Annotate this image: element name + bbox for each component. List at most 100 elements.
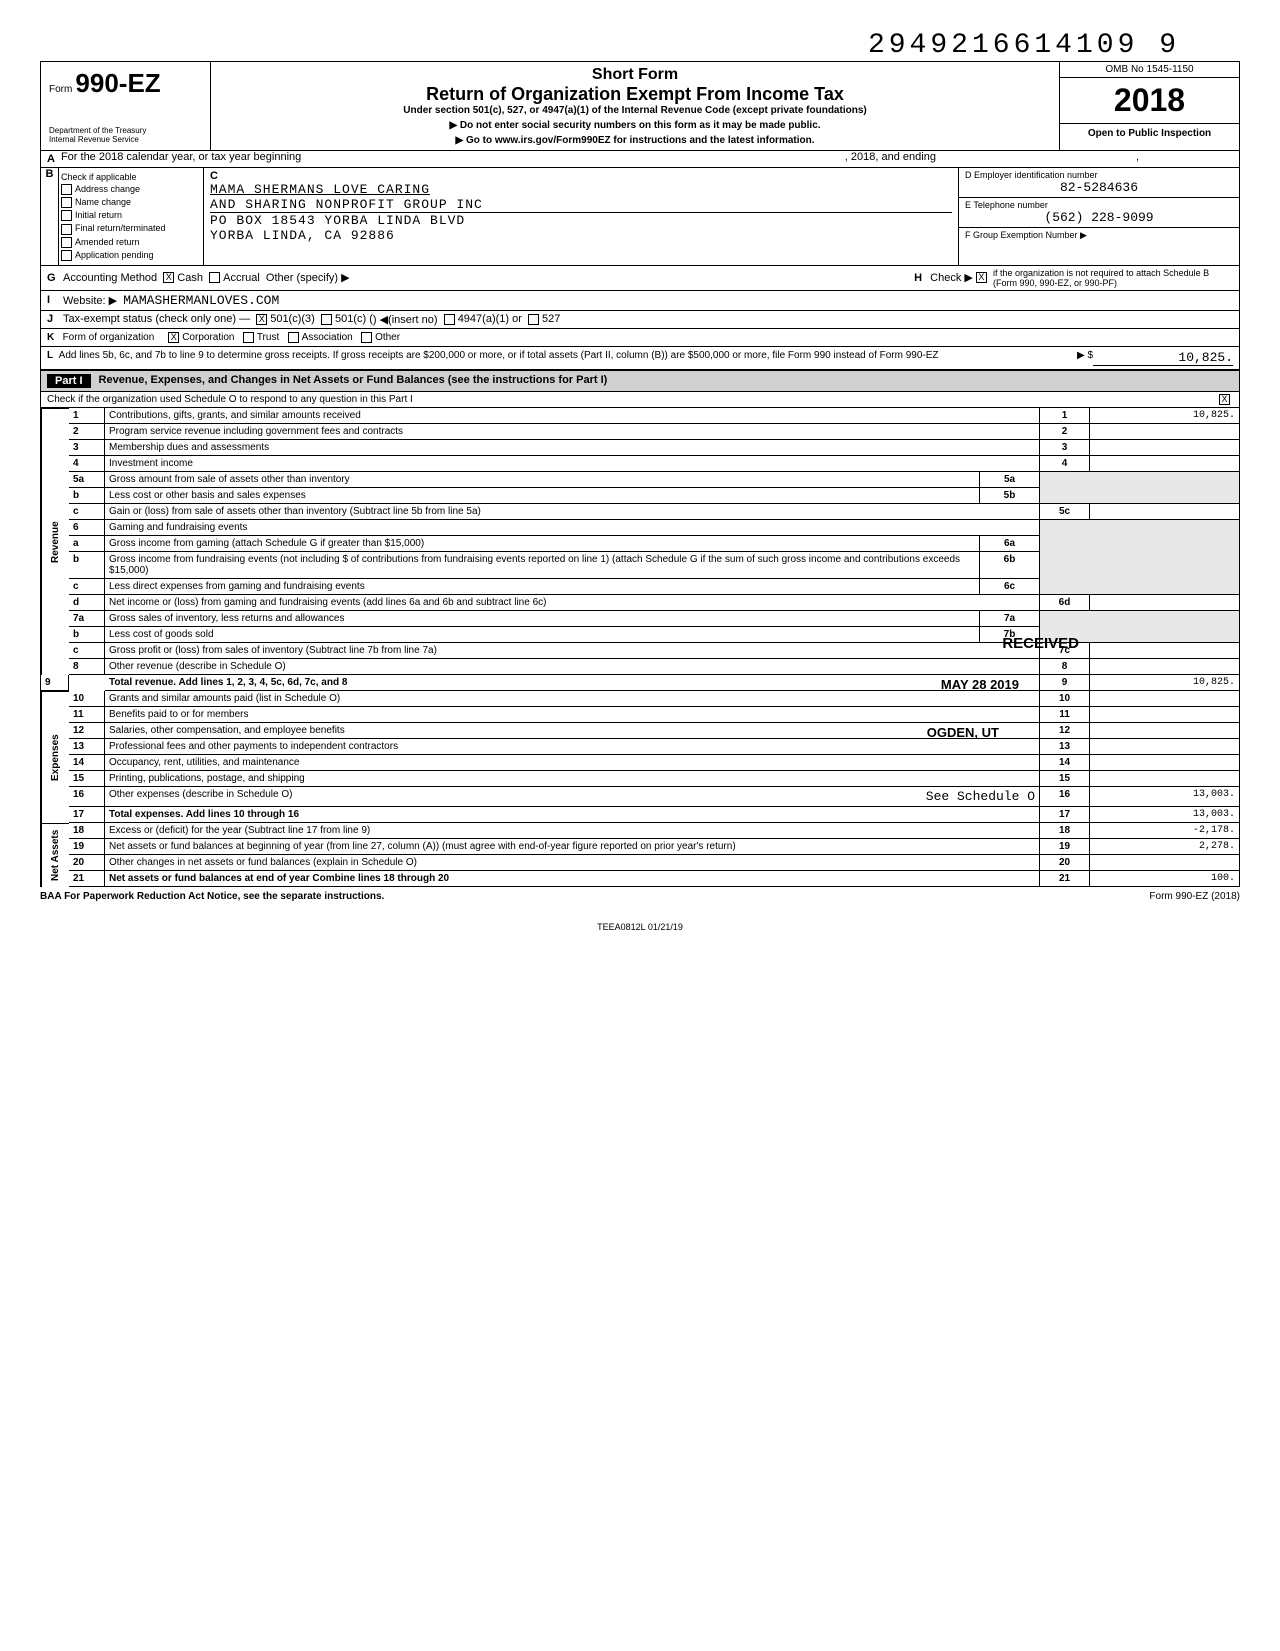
check-trust[interactable]: [243, 332, 254, 343]
row-a-text-pre: For the 2018 calendar year, or tax year …: [61, 151, 301, 167]
col-1: 1: [1039, 408, 1089, 424]
lbl-501c3: 501(c)(3): [270, 313, 315, 325]
check-name[interactable]: [61, 197, 72, 208]
col-3: 3: [1039, 440, 1089, 456]
dln-number: 2949216614109 9: [40, 30, 1240, 61]
website-label: Website: ▶: [63, 294, 117, 307]
desc-13: Professional fees and other payments to …: [105, 739, 1039, 755]
under-section: Under section 501(c), 527, or 4947(a)(1)…: [221, 105, 1049, 116]
check-501c3[interactable]: X: [256, 314, 267, 325]
accounting-method: Accounting Method: [63, 272, 157, 284]
ln-8: 8: [69, 659, 105, 675]
col-16: 16: [1039, 787, 1089, 807]
check-part1[interactable]: X: [1219, 394, 1230, 405]
check-corp[interactable]: X: [168, 332, 179, 343]
col-14: 14: [1039, 755, 1089, 771]
note-website: ▶ Go to www.irs.gov/Form990EZ for instru…: [221, 135, 1049, 146]
col-17: 17: [1039, 807, 1089, 823]
desc-8: Other revenue (describe in Schedule O): [105, 659, 1039, 675]
label-a: A: [41, 151, 61, 167]
amt-13: [1089, 739, 1239, 755]
lbl-trust: Trust: [257, 332, 279, 343]
ln-12: 12: [69, 723, 105, 739]
desc-6: Gaming and fundraising events: [105, 520, 1039, 536]
amt-18: -2,178.: [1089, 823, 1239, 839]
amt-8: [1089, 659, 1239, 675]
ln-4: 4: [69, 456, 105, 472]
ln-2: 2: [69, 424, 105, 440]
desc-2: Program service revenue including govern…: [105, 424, 1039, 440]
label-b: B: [41, 168, 59, 265]
part1-check-text: Check if the organization used Schedule …: [47, 394, 413, 405]
check-assoc[interactable]: [288, 332, 299, 343]
col-20: 20: [1039, 855, 1089, 871]
col-15: 15: [1039, 771, 1089, 787]
desc-12-text: Salaries, other compensation, and employ…: [109, 725, 345, 736]
addr-1: PO BOX 18543 YORBA LINDA BLVD: [210, 212, 952, 228]
col-6d: 6d: [1039, 595, 1089, 611]
part1-title: Revenue, Expenses, and Changes in Net As…: [99, 374, 608, 388]
ln-5a: 5a: [69, 472, 105, 488]
h-note: if the organization is not required to a…: [993, 268, 1233, 288]
ln-5c: c: [69, 504, 105, 520]
note-ssn: ▶ Do not enter social security numbers o…: [221, 120, 1049, 131]
desc-11: Benefits paid to or for members: [105, 707, 1039, 723]
row-a: A For the 2018 calendar year, or tax yea…: [40, 151, 1240, 168]
ln-13: 13: [69, 739, 105, 755]
desc-1: Contributions, gifts, grants, and simila…: [105, 408, 1039, 424]
lbl-501c: 501(c) (: [335, 313, 373, 325]
check-initial[interactable]: [61, 210, 72, 221]
box-6a: 6a: [979, 536, 1039, 552]
amt-4: [1089, 456, 1239, 472]
check-other-org[interactable]: [361, 332, 372, 343]
shade-6: [1039, 520, 1239, 595]
desc-6c: Less direct expenses from gaming and fun…: [105, 579, 979, 595]
check-accrual[interactable]: [209, 272, 220, 283]
tax-year: 2018: [1060, 78, 1239, 124]
check-amended[interactable]: [61, 237, 72, 248]
part1-box: Part I: [47, 374, 91, 388]
lbl-amended: Amended return: [75, 237, 140, 247]
check-final[interactable]: [61, 224, 72, 235]
lbl-4947: 4947(a)(1) or: [458, 313, 522, 325]
row-a-mid: , 2018, and ending: [845, 151, 936, 167]
lbl-527: 527: [542, 313, 560, 325]
received-city: OGDEN, UT: [927, 725, 999, 740]
check-address[interactable]: [61, 184, 72, 195]
desc-21: Net assets or fund balances at end of ye…: [105, 871, 1039, 887]
amt-3: [1089, 440, 1239, 456]
check-cash[interactable]: X: [163, 272, 174, 283]
shade-5: [1039, 472, 1239, 504]
h-text: Check ▶: [930, 271, 973, 284]
check-4947[interactable]: [444, 314, 455, 325]
ln-17: 17: [69, 807, 105, 823]
ln-10: 10: [69, 691, 105, 707]
check-h[interactable]: X: [976, 272, 987, 283]
ln-9: 9: [41, 675, 69, 691]
revenue-side: Revenue: [41, 408, 69, 675]
check-pending[interactable]: [61, 250, 72, 261]
check-501c[interactable]: [321, 314, 332, 325]
desc-7a: Gross sales of inventory, less returns a…: [105, 611, 979, 627]
amt-9: 10,825.: [1089, 675, 1239, 691]
lbl-corp: Corporation: [182, 332, 234, 343]
phone: (562) 228-9099: [965, 210, 1233, 225]
lbl-final: Final return/terminated: [75, 223, 166, 233]
footer-code: TEEA0812L 01/21/19: [40, 922, 1240, 932]
desc-6a: Gross income from gaming (attach Schedul…: [105, 536, 979, 552]
desc-9: Total revenue. Add lines 1, 2, 3, 4, 5c,…: [105, 675, 1039, 691]
amt-2: [1089, 424, 1239, 440]
col-9: 9: [1039, 675, 1089, 691]
desc-16: Other expenses (describe in Schedule O) …: [105, 787, 1039, 807]
amt-12: [1089, 723, 1239, 739]
label-i: I: [47, 294, 63, 306]
form-org-label: Form of organization: [63, 332, 155, 343]
desc-5c: Gain or (loss) from sale of assets other…: [105, 504, 1039, 520]
lbl-other-method: Other (specify) ▶: [266, 271, 350, 284]
ein: 82-5284636: [965, 180, 1233, 195]
check-if-applicable: Check if applicable: [61, 172, 201, 182]
row-g-h: G Accounting Method XCash Accrual Other …: [40, 266, 1240, 291]
lbl-cash: Cash: [177, 272, 203, 284]
check-527[interactable]: [528, 314, 539, 325]
addr-2: YORBA LINDA, CA 92886: [210, 228, 952, 243]
